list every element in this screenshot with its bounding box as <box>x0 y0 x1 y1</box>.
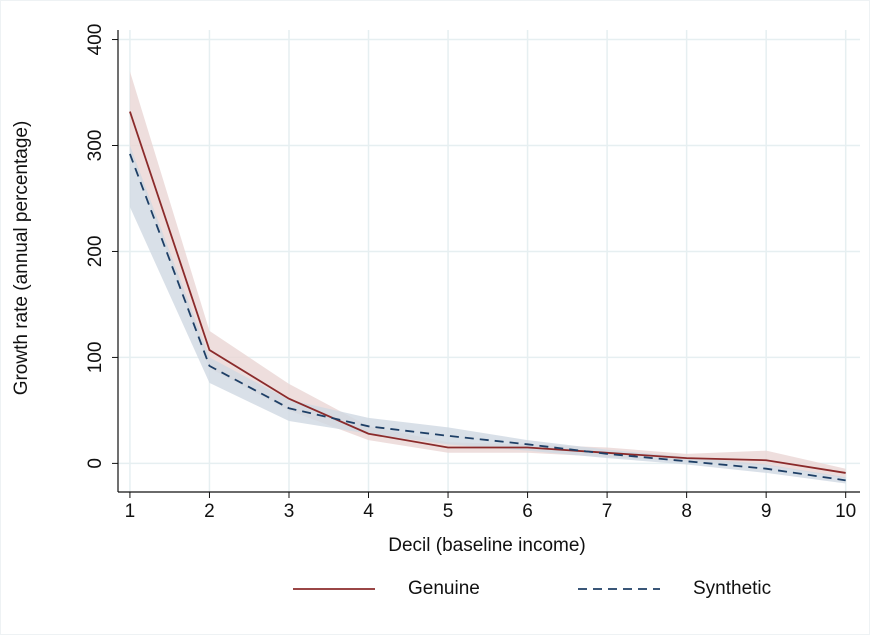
data-line <box>129 153 846 482</box>
x-tick-label: 9 <box>761 501 772 522</box>
x-tick-label: 8 <box>681 501 692 522</box>
x-tick-label: 10 <box>835 501 856 522</box>
y-axis-label: Growth rate (annual percentage) <box>11 121 32 396</box>
x-tick-label: 4 <box>363 501 374 522</box>
data-line <box>129 111 846 474</box>
x-axis-label: Decil (baseline income) <box>388 535 585 556</box>
x-tick-label: 5 <box>443 501 454 522</box>
y-tick-label: 0 <box>85 458 106 469</box>
x-tick-label: 1 <box>125 501 136 522</box>
x-tick-label: 3 <box>284 501 295 522</box>
y-tick-label: 300 <box>85 130 106 162</box>
y-tick-label: 400 <box>85 24 106 56</box>
x-tick-label: 2 <box>204 501 215 522</box>
y-tick-label: 100 <box>85 342 106 374</box>
legend-label: Synthetic <box>693 578 771 599</box>
legend-label: Genuine <box>408 578 480 599</box>
x-tick-label: 7 <box>602 501 613 522</box>
x-tick-label: 6 <box>522 501 533 522</box>
y-tick-label: 200 <box>85 236 106 268</box>
